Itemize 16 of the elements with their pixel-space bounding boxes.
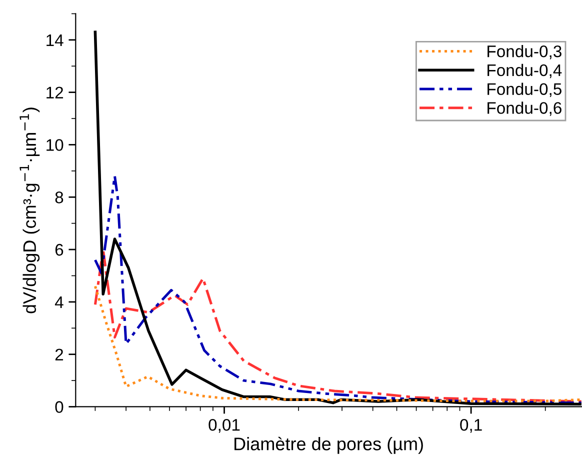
legend-label: Fondu-0,4: [488, 64, 562, 78]
y-tick-label: 8: [55, 192, 64, 204]
x-tick-label: 0,1: [460, 418, 482, 433]
legend-label: Fondu-0,6: [488, 102, 562, 116]
y-tick-label: 4: [54, 296, 64, 308]
x-tick-label: 0,01: [208, 418, 240, 433]
y-tick-label: 12: [46, 86, 64, 98]
y-tick-label: 6: [55, 244, 64, 256]
y-tick-label: 0: [55, 401, 64, 413]
y-tick-label: 14: [46, 34, 64, 46]
y-tick-label: 2: [55, 348, 64, 360]
y-axis-title: dV/dlogD (cm³·g$^{−1}$·µm$^{−1}$): [20, 108, 40, 314]
x-axis-title: Diamètre de pores (µm): [234, 436, 423, 454]
y-tick-label: 10: [46, 139, 64, 151]
legend-label: Fondu-0,3: [488, 45, 562, 60]
legend-label: Fondu-0,5: [488, 82, 562, 97]
